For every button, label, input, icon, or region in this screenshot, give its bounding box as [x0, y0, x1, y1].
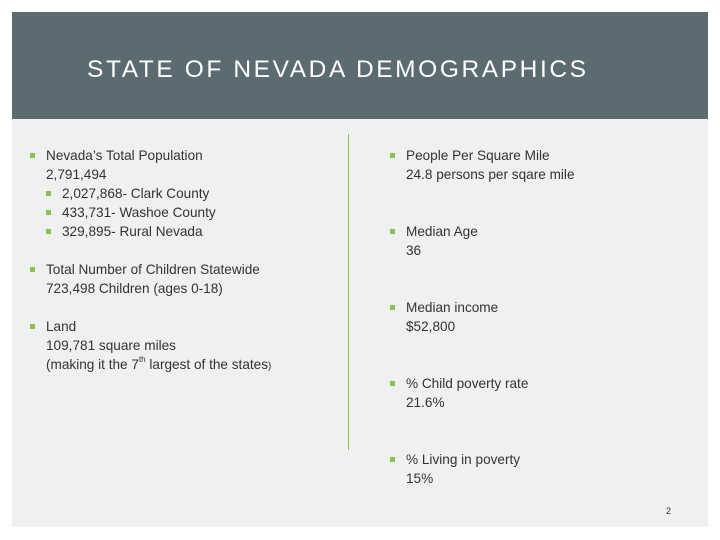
square-bullet-icon [390, 457, 395, 462]
square-bullet-icon [390, 229, 395, 234]
stat-value: $52,800 [406, 319, 456, 334]
land-note-before: (making it the 7 [46, 357, 139, 372]
sub-item-clark: 2,027,868- Clark County [46, 184, 350, 203]
square-bullet-icon [46, 210, 51, 215]
square-bullet-icon [46, 229, 51, 234]
population-value: 2,791,494 [46, 167, 107, 182]
stat-value: 15% [406, 471, 434, 486]
slide: STATE OF NEVADA DEMOGRAPHICS [12, 12, 708, 527]
square-bullet-icon [30, 267, 35, 272]
list-item-children: Total Number of Children Statewide 723,4… [30, 260, 350, 298]
square-bullet-icon [390, 305, 395, 310]
children-value: 723,498 Children (ages 0-18) [46, 281, 223, 296]
square-bullet-icon [46, 191, 51, 196]
list-item-density: People Per Square Mile 24.8 persons per … [390, 146, 690, 184]
slide-title: STATE OF NEVADA DEMOGRAPHICS [87, 56, 589, 83]
land-note: (making it the 7th largest of the states… [46, 355, 350, 376]
stat-heading: % Child poverty rate [406, 376, 529, 391]
list-item-land: Land 109,781 square miles (making it the… [30, 317, 350, 376]
population-heading: Nevada’s Total Population [46, 148, 203, 163]
stat-value: 24.8 persons per sqare mile [406, 167, 575, 182]
title-bar: STATE OF NEVADA DEMOGRAPHICS [12, 12, 708, 119]
land-heading: Land [46, 319, 77, 334]
children-heading: Total Number of Children Statewide [46, 262, 260, 277]
stat-heading: Median income [406, 300, 499, 315]
list-item-median-income: Median income $52,800 [390, 298, 690, 336]
square-bullet-icon [390, 153, 395, 158]
list-item-child-poverty: % Child poverty rate 21.6% [390, 374, 690, 412]
land-note-after: largest of the states [145, 357, 269, 372]
stat-heading: Median Age [406, 224, 478, 239]
square-bullet-icon [30, 153, 35, 158]
sub-item-label: 329,895- Rural Nevada [62, 224, 203, 239]
column-divider [348, 134, 349, 450]
left-column: Nevada’s Total Population 2,791,494 2,02… [30, 146, 350, 376]
land-note-sup: th [138, 355, 146, 365]
stat-value: 21.6% [406, 395, 445, 410]
sub-item-rural: 329,895- Rural Nevada [46, 222, 350, 241]
right-column: People Per Square Mile 24.8 persons per … [390, 146, 690, 488]
page-number: 2 [666, 506, 672, 516]
square-bullet-icon [390, 381, 395, 386]
sub-item-label: 2,027,868- Clark County [62, 186, 210, 201]
list-item-population: Nevada’s Total Population 2,791,494 2,02… [30, 146, 350, 241]
square-bullet-icon [30, 324, 35, 329]
sub-item-washoe: 433,731- Washoe County [46, 203, 350, 222]
stat-heading: % Living in poverty [406, 452, 521, 467]
list-item-median-age: Median Age 36 [390, 222, 690, 260]
land-value: 109,781 square miles [46, 338, 176, 353]
stat-heading: People Per Square Mile [406, 148, 550, 163]
stat-value: 36 [406, 243, 422, 258]
list-item-poverty: % Living in poverty 15% [390, 450, 690, 488]
sub-item-label: 433,731- Washoe County [62, 205, 216, 220]
land-note-paren: ) [268, 361, 272, 372]
